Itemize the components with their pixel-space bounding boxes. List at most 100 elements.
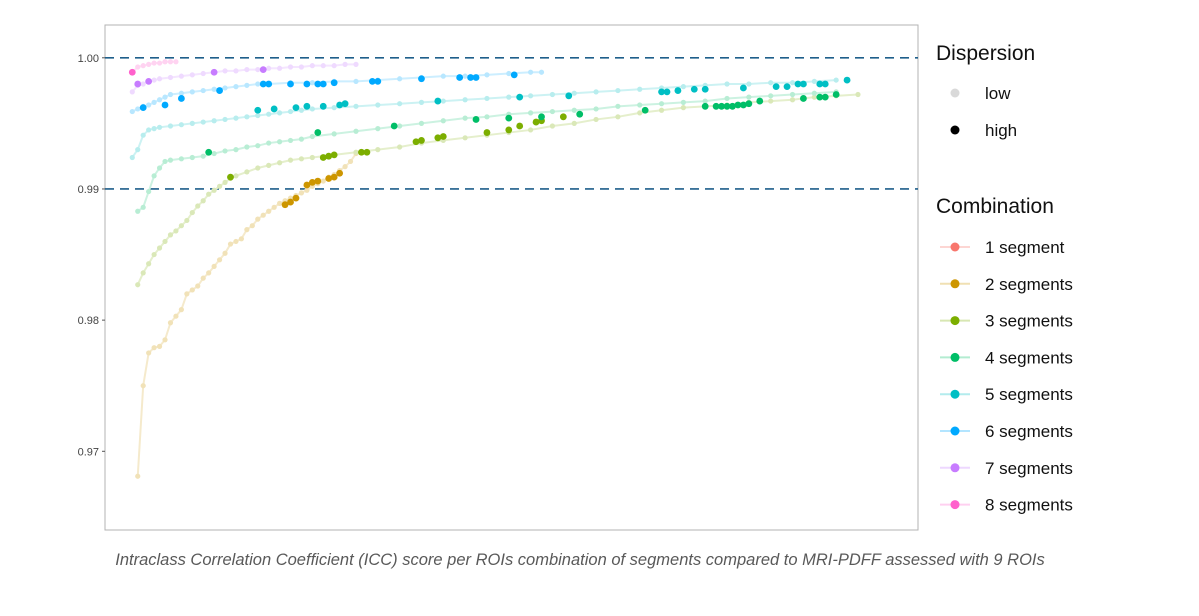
low-point	[549, 91, 556, 98]
legend-title-dispersion: Dispersion	[936, 42, 1035, 65]
high-point	[281, 201, 289, 209]
low-point	[146, 127, 152, 133]
low-point	[353, 103, 359, 109]
high-point	[516, 93, 524, 101]
y-tick-label: 0.99	[78, 184, 99, 196]
low-point	[549, 123, 556, 129]
low-point	[309, 80, 315, 86]
low-point	[135, 64, 141, 70]
low-point	[162, 238, 168, 245]
high-point	[363, 148, 371, 156]
low-point	[811, 94, 817, 100]
high-point	[259, 66, 267, 73]
low-point	[151, 60, 157, 66]
low-point	[184, 291, 190, 297]
high-point	[832, 91, 840, 98]
high-point	[510, 71, 518, 79]
high-point	[254, 106, 262, 114]
low-point	[615, 103, 621, 109]
low-point	[206, 191, 212, 197]
legend-item: 1 segment	[940, 238, 1065, 257]
low-point	[266, 140, 272, 146]
high-point	[205, 148, 213, 156]
low-point	[140, 81, 146, 87]
high-point	[467, 74, 474, 81]
low-point	[255, 112, 261, 119]
low-point	[811, 78, 817, 85]
low-point	[200, 87, 206, 94]
low-point	[347, 158, 354, 165]
low-point	[277, 139, 283, 145]
low-point	[200, 198, 206, 204]
low-point	[151, 99, 157, 105]
low-point	[266, 111, 272, 117]
low-point	[462, 97, 468, 103]
series-6-high	[139, 71, 518, 112]
low-point	[135, 106, 141, 112]
low-point	[162, 158, 168, 165]
low-point	[151, 126, 157, 132]
high-point	[330, 151, 338, 159]
legend-label: 3 segments	[985, 312, 1073, 331]
low-point	[140, 383, 146, 389]
low-point	[440, 98, 446, 104]
low-point	[244, 227, 250, 233]
legend-item: 7 segments	[940, 459, 1073, 478]
low-point	[178, 73, 184, 79]
low-point	[244, 66, 250, 73]
high-point	[821, 93, 829, 101]
low-point	[506, 70, 512, 77]
low-point	[178, 307, 184, 313]
high-point	[314, 129, 322, 136]
low-point	[222, 148, 228, 154]
low-point	[151, 251, 157, 258]
low-point	[375, 147, 381, 153]
high-point	[374, 78, 382, 85]
low-point	[189, 154, 195, 161]
low-point	[277, 160, 283, 166]
high-point	[314, 177, 322, 185]
low-point	[173, 313, 179, 319]
low-point	[233, 115, 239, 121]
low-point	[146, 102, 152, 108]
low-point	[287, 64, 294, 70]
low-point	[593, 89, 599, 95]
low-point	[637, 86, 643, 92]
icc-chart: 0.97 0.98 0.99 1.00 Dispersion low high Com…	[78, 24, 1073, 531]
low-point	[789, 80, 796, 86]
high-point	[265, 80, 273, 88]
legend-combination-items: 1 segment 2 segments 3 segments 4 segments 5…	[940, 238, 1073, 515]
low-point	[658, 107, 665, 113]
low-point	[151, 173, 157, 179]
high-point	[418, 137, 425, 144]
low-point	[167, 320, 174, 326]
low-point	[255, 165, 261, 171]
legend-label: 2 segments	[985, 275, 1073, 294]
series-5-high	[254, 76, 851, 114]
high-point	[816, 80, 824, 88]
low-point	[200, 70, 206, 77]
low-point	[222, 179, 228, 186]
low-point	[260, 212, 266, 218]
low-point	[255, 216, 261, 222]
legend-dot	[950, 463, 960, 473]
low-point	[233, 84, 239, 90]
legend-dot	[950, 426, 960, 436]
low-point	[140, 63, 146, 69]
low-point	[593, 116, 599, 123]
high-point	[723, 102, 731, 110]
high-point	[319, 154, 327, 161]
high-point	[292, 104, 300, 112]
high-point	[472, 74, 480, 81]
low-point	[397, 101, 403, 107]
high-point	[565, 92, 573, 100]
series-2-high	[281, 169, 344, 209]
low-point	[162, 94, 168, 100]
high-point	[308, 179, 316, 186]
low-point	[140, 204, 146, 210]
high-point	[690, 85, 698, 93]
high-point	[134, 80, 142, 88]
high-point	[816, 93, 824, 101]
series-5	[129, 77, 839, 161]
low-point	[571, 107, 577, 113]
